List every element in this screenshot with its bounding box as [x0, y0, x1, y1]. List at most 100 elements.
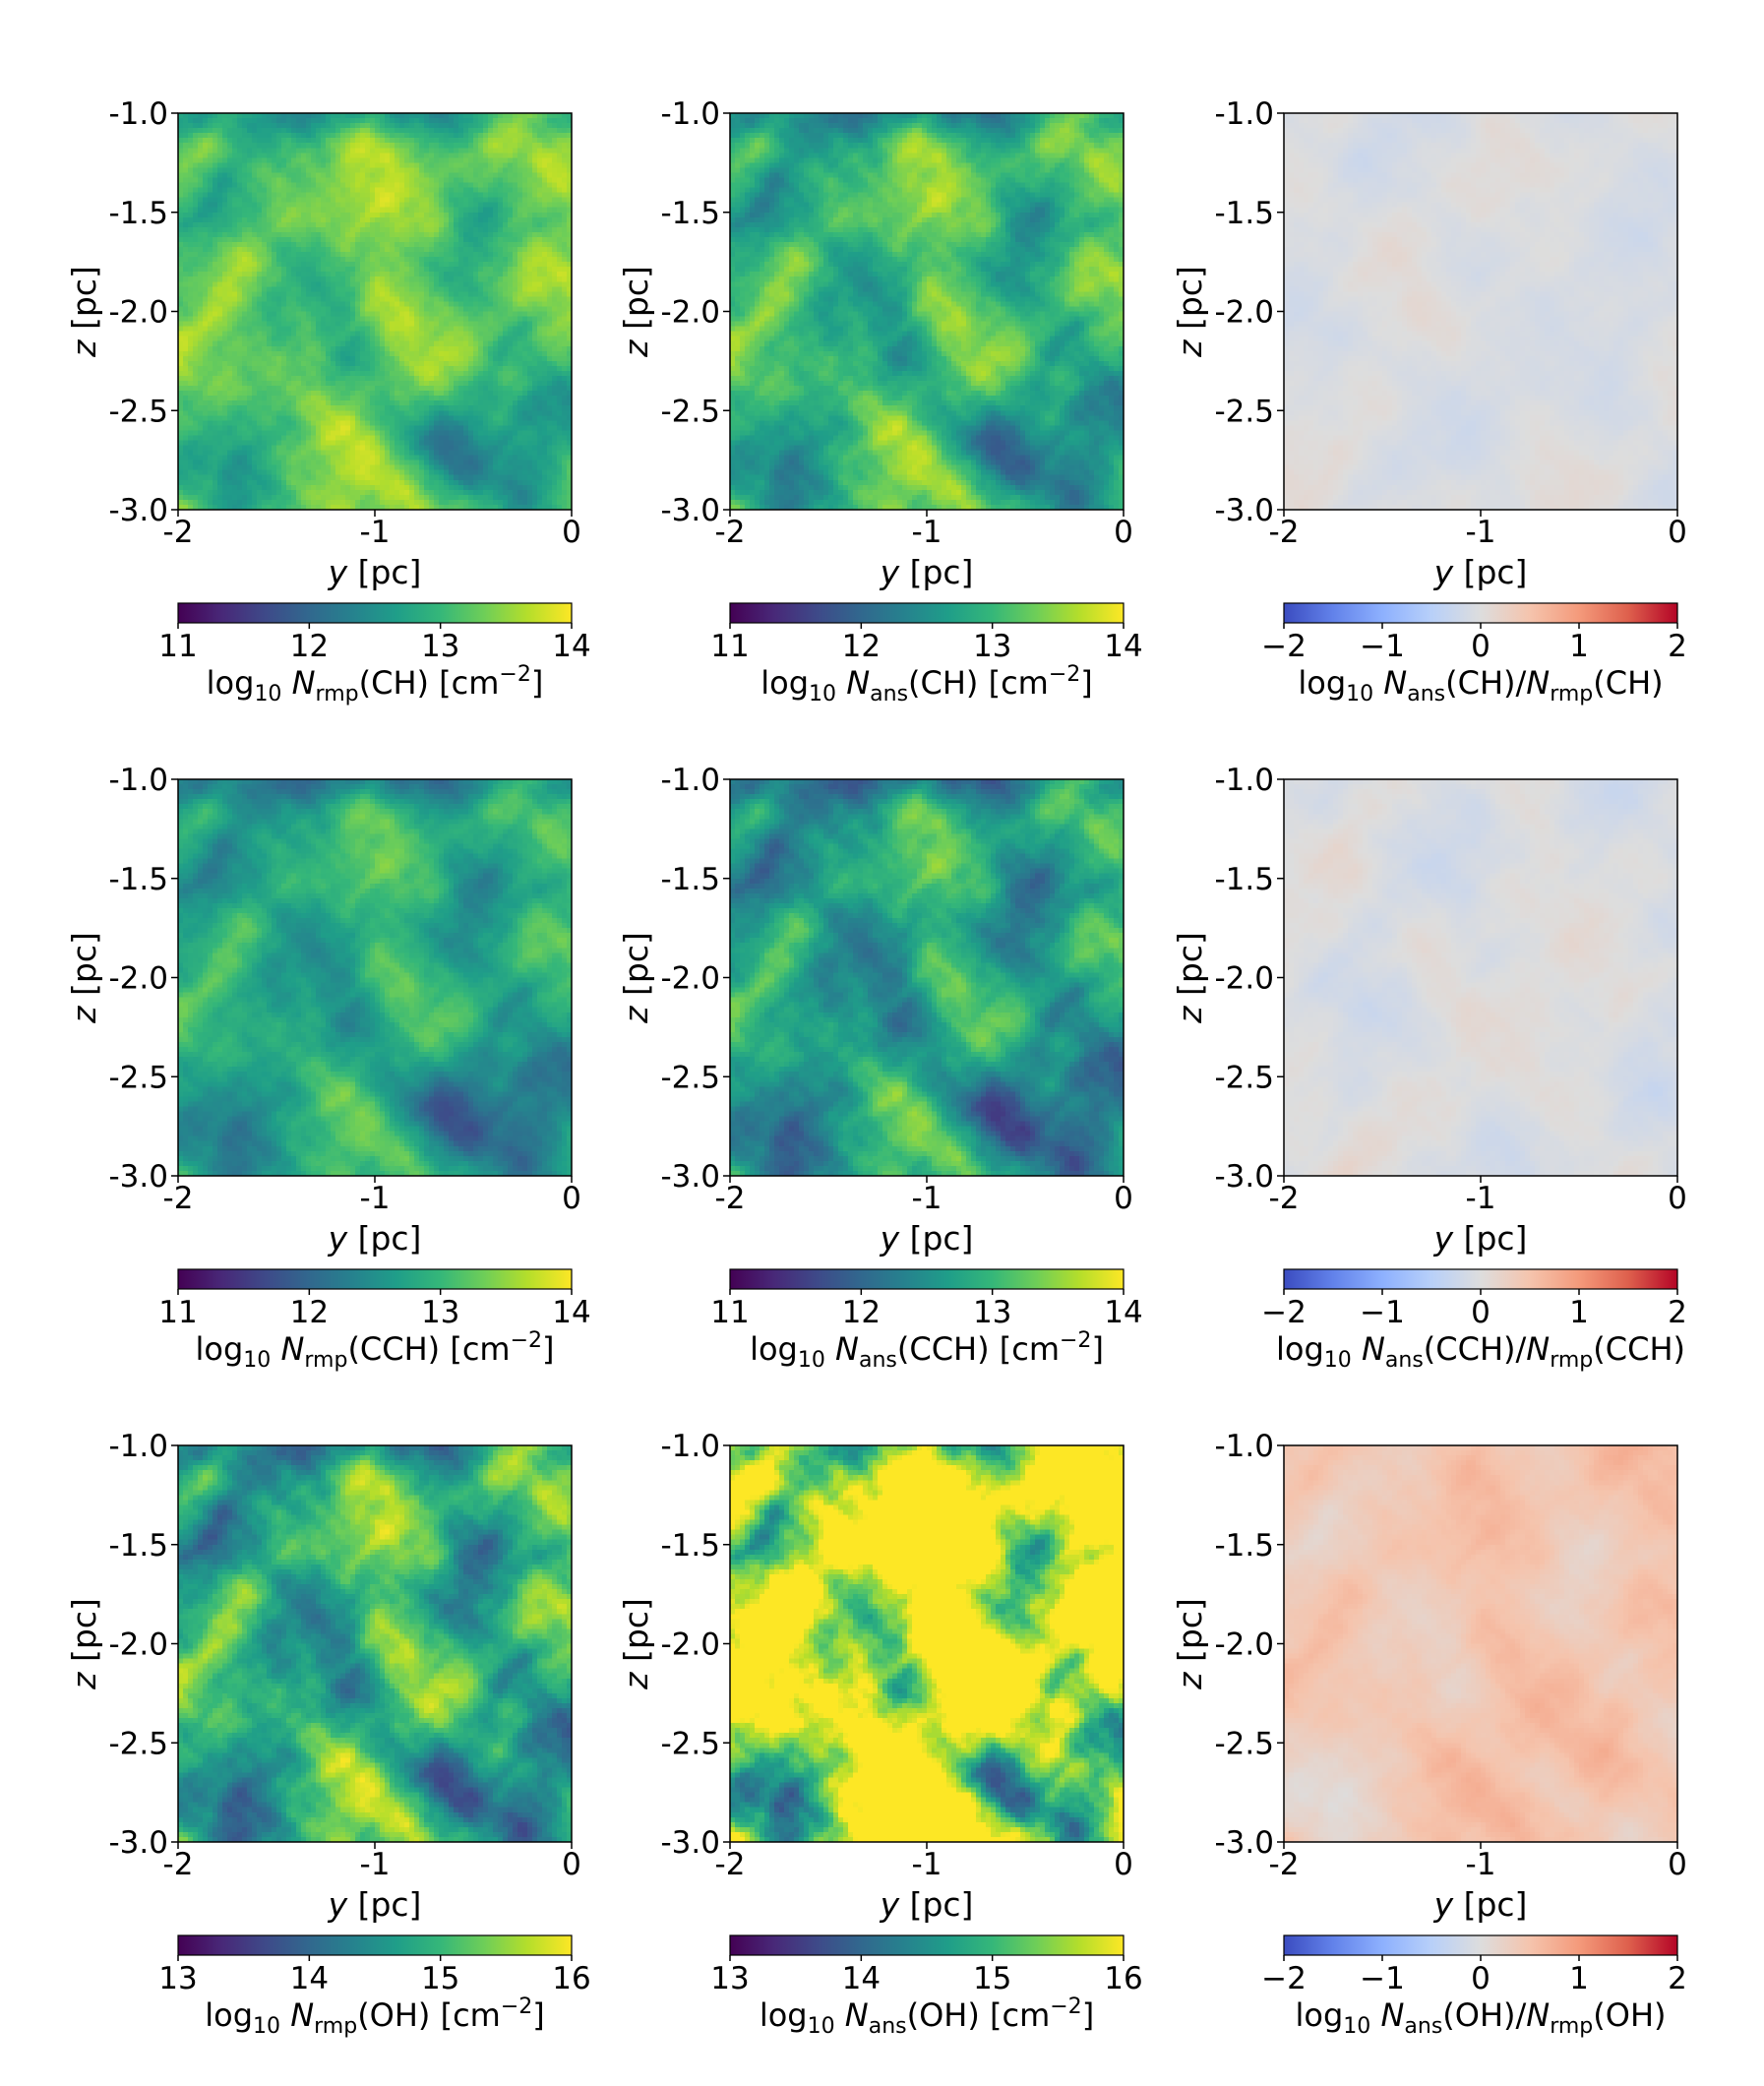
y-axis-label: z [pc] — [65, 932, 103, 1024]
y-tick-label: -2.5 — [1215, 1060, 1275, 1095]
y-tick-label: -2.5 — [1215, 394, 1275, 429]
y-tick-label: -1.0 — [1215, 763, 1275, 798]
y-tick-label: -1.0 — [109, 763, 169, 798]
x-tick-label: -1 — [360, 515, 391, 550]
y-tick-label: -2.0 — [1215, 1627, 1275, 1663]
colorbar-label: log10 Nans(CH) [cm−2] — [760, 662, 1093, 706]
colorbar-tick-label: 2 — [1668, 629, 1687, 664]
colorbar-tick-label: 2 — [1668, 1295, 1687, 1330]
y-axis-label: z [pc] — [1171, 1598, 1209, 1690]
x-tick-label: -1 — [1466, 1181, 1496, 1216]
panel-1-0: -1.0 -1.5 -2.0 -2.5 -3.0-2 -1 0 y [pc] z [pc] 11 1… — [65, 763, 591, 1373]
colorbar-tick-label: −2 — [1261, 1295, 1307, 1330]
colorbar-tick-label: 15 — [973, 1961, 1011, 1996]
y-tick-label: -2.5 — [109, 1060, 169, 1095]
y-tick-label: -1.5 — [661, 196, 721, 231]
x-axis-label: y [pc] — [328, 1885, 422, 1924]
colorbar-tick-label: 12 — [842, 629, 881, 664]
x-axis-label: y [pc] — [880, 1885, 974, 1924]
y-tick-label: -2.5 — [661, 1726, 721, 1761]
panel-1-1: -1.0 -1.5 -2.0 -2.5 -3.0-2 -1 0 y [pc] z [pc] 11 1… — [617, 763, 1143, 1373]
colorbar-tick-label: 0 — [1471, 629, 1490, 664]
y-tick-label: -3.0 — [1215, 1825, 1275, 1861]
x-tick-label: -2 — [715, 1847, 746, 1882]
heatmap-image — [730, 113, 1124, 510]
y-tick-label: -1.5 — [109, 196, 169, 231]
y-tick-label: -3.0 — [661, 1825, 721, 1861]
panel-0-2: -1.0 -1.5 -2.0 -2.5 -3.0-2 -1 0 y [pc] z [pc] −2 −… — [1171, 96, 1687, 706]
x-tick-label: 0 — [1668, 1181, 1687, 1216]
y-tick-label: -1.0 — [661, 1429, 721, 1464]
colorbar — [729, 1934, 1125, 1956]
colorbar-tick-label: 12 — [842, 1295, 881, 1330]
colorbar — [729, 1268, 1125, 1290]
y-tick-label: -3.0 — [109, 1825, 169, 1861]
colorbar-tick-label: 1 — [1569, 1295, 1589, 1330]
colorbar-tick-label: 16 — [552, 1961, 590, 1996]
y-axis-label: z [pc] — [617, 266, 655, 358]
x-tick-label: -2 — [163, 515, 194, 550]
colorbar-tick-label: 13 — [158, 1961, 197, 1996]
colorbar — [1283, 602, 1678, 624]
heatmap-image — [1284, 113, 1677, 510]
y-tick-label: -1.5 — [661, 862, 721, 897]
panel-2-2: -1.0 -1.5 -2.0 -2.5 -3.0-2 -1 0 y [pc] z [pc] −2 −… — [1171, 1429, 1687, 2039]
heatmap-image — [178, 779, 572, 1176]
colorbar-tick-label: −2 — [1261, 1961, 1307, 1996]
colorbar-tick-label: 13 — [973, 1295, 1011, 1330]
colorbar-tick-label: 1 — [1569, 1961, 1589, 1996]
y-tick-label: -2.0 — [661, 1627, 721, 1663]
x-axis-label: y [pc] — [328, 553, 422, 591]
y-tick-label: -1.5 — [1215, 862, 1275, 897]
colorbar-tick-label: 11 — [710, 629, 749, 664]
y-tick-label: -1.5 — [109, 1528, 169, 1564]
colorbar-label: log10 Nans(OH)/Nrmp(OH) — [1296, 1996, 1667, 2039]
colorbar-tick-label: 2 — [1668, 1961, 1687, 1996]
x-tick-label: -2 — [1269, 515, 1300, 550]
colorbar — [177, 602, 573, 624]
colorbar-tick-label: 14 — [1104, 1295, 1142, 1330]
colorbar-label: log10 Nrmp(OH) [cm−2] — [205, 1994, 545, 2039]
x-tick-label: -2 — [163, 1847, 194, 1882]
colorbar-tick-label: 14 — [552, 629, 590, 664]
y-tick-label: -1.0 — [1215, 1429, 1275, 1464]
colorbar-tick-label: 14 — [552, 1295, 590, 1330]
x-tick-label: 0 — [1668, 515, 1687, 550]
x-tick-label: -1 — [360, 1181, 391, 1216]
colorbar-tick-label: 13 — [421, 1295, 459, 1330]
heatmap-image — [178, 113, 572, 510]
colorbar-label: log10 Nans(CH)/Nrmp(CH) — [1298, 664, 1663, 706]
y-axis-label: z [pc] — [65, 266, 103, 358]
x-tick-label: -1 — [1466, 1847, 1496, 1882]
y-tick-label: -2.0 — [661, 961, 721, 997]
colorbar-tick-label: 13 — [710, 1961, 749, 1996]
colorbar-tick-label: 0 — [1471, 1961, 1490, 1996]
heatmap-image — [730, 779, 1124, 1176]
y-tick-label: -2.0 — [661, 295, 721, 331]
x-tick-label: -1 — [912, 515, 943, 550]
colorbar-label: log10 Nans(OH) [cm−2] — [760, 1994, 1094, 2039]
x-tick-label: -2 — [715, 515, 746, 550]
y-tick-label: -2.5 — [661, 394, 721, 429]
y-axis-label: z [pc] — [617, 932, 655, 1024]
colorbar-tick-label: 12 — [290, 1295, 329, 1330]
y-tick-label: -1.5 — [661, 1528, 721, 1564]
colorbar-tick-label: 14 — [842, 1961, 881, 1996]
colorbar-tick-label: 11 — [158, 1295, 197, 1330]
colorbar-tick-label: 14 — [1104, 629, 1142, 664]
panel-2-1: -1.0 -1.5 -2.0 -2.5 -3.0-2 -1 0 y [pc] z [pc] 13 1… — [617, 1429, 1143, 2039]
colorbar-tick-label: −1 — [1360, 1961, 1405, 1996]
y-axis-label: z [pc] — [65, 1598, 103, 1690]
y-tick-label: -2.5 — [109, 394, 169, 429]
colorbar — [729, 602, 1125, 624]
x-tick-label: -2 — [163, 1181, 194, 1216]
y-tick-label: -2.0 — [109, 961, 169, 997]
colorbar-tick-label: −1 — [1360, 629, 1405, 664]
x-axis-label: y [pc] — [328, 1219, 422, 1258]
y-axis-label: z [pc] — [1171, 932, 1209, 1024]
y-tick-label: -1.0 — [109, 96, 169, 132]
panel-0-0: -1.0 -1.5 -2.0 -2.5 -3.0-2 -1 0 y [pc] z [pc] 11 1… — [65, 96, 591, 706]
y-axis-label: z [pc] — [1171, 266, 1209, 358]
y-tick-label: -1.0 — [109, 1429, 169, 1464]
y-tick-label: -2.0 — [1215, 961, 1275, 997]
